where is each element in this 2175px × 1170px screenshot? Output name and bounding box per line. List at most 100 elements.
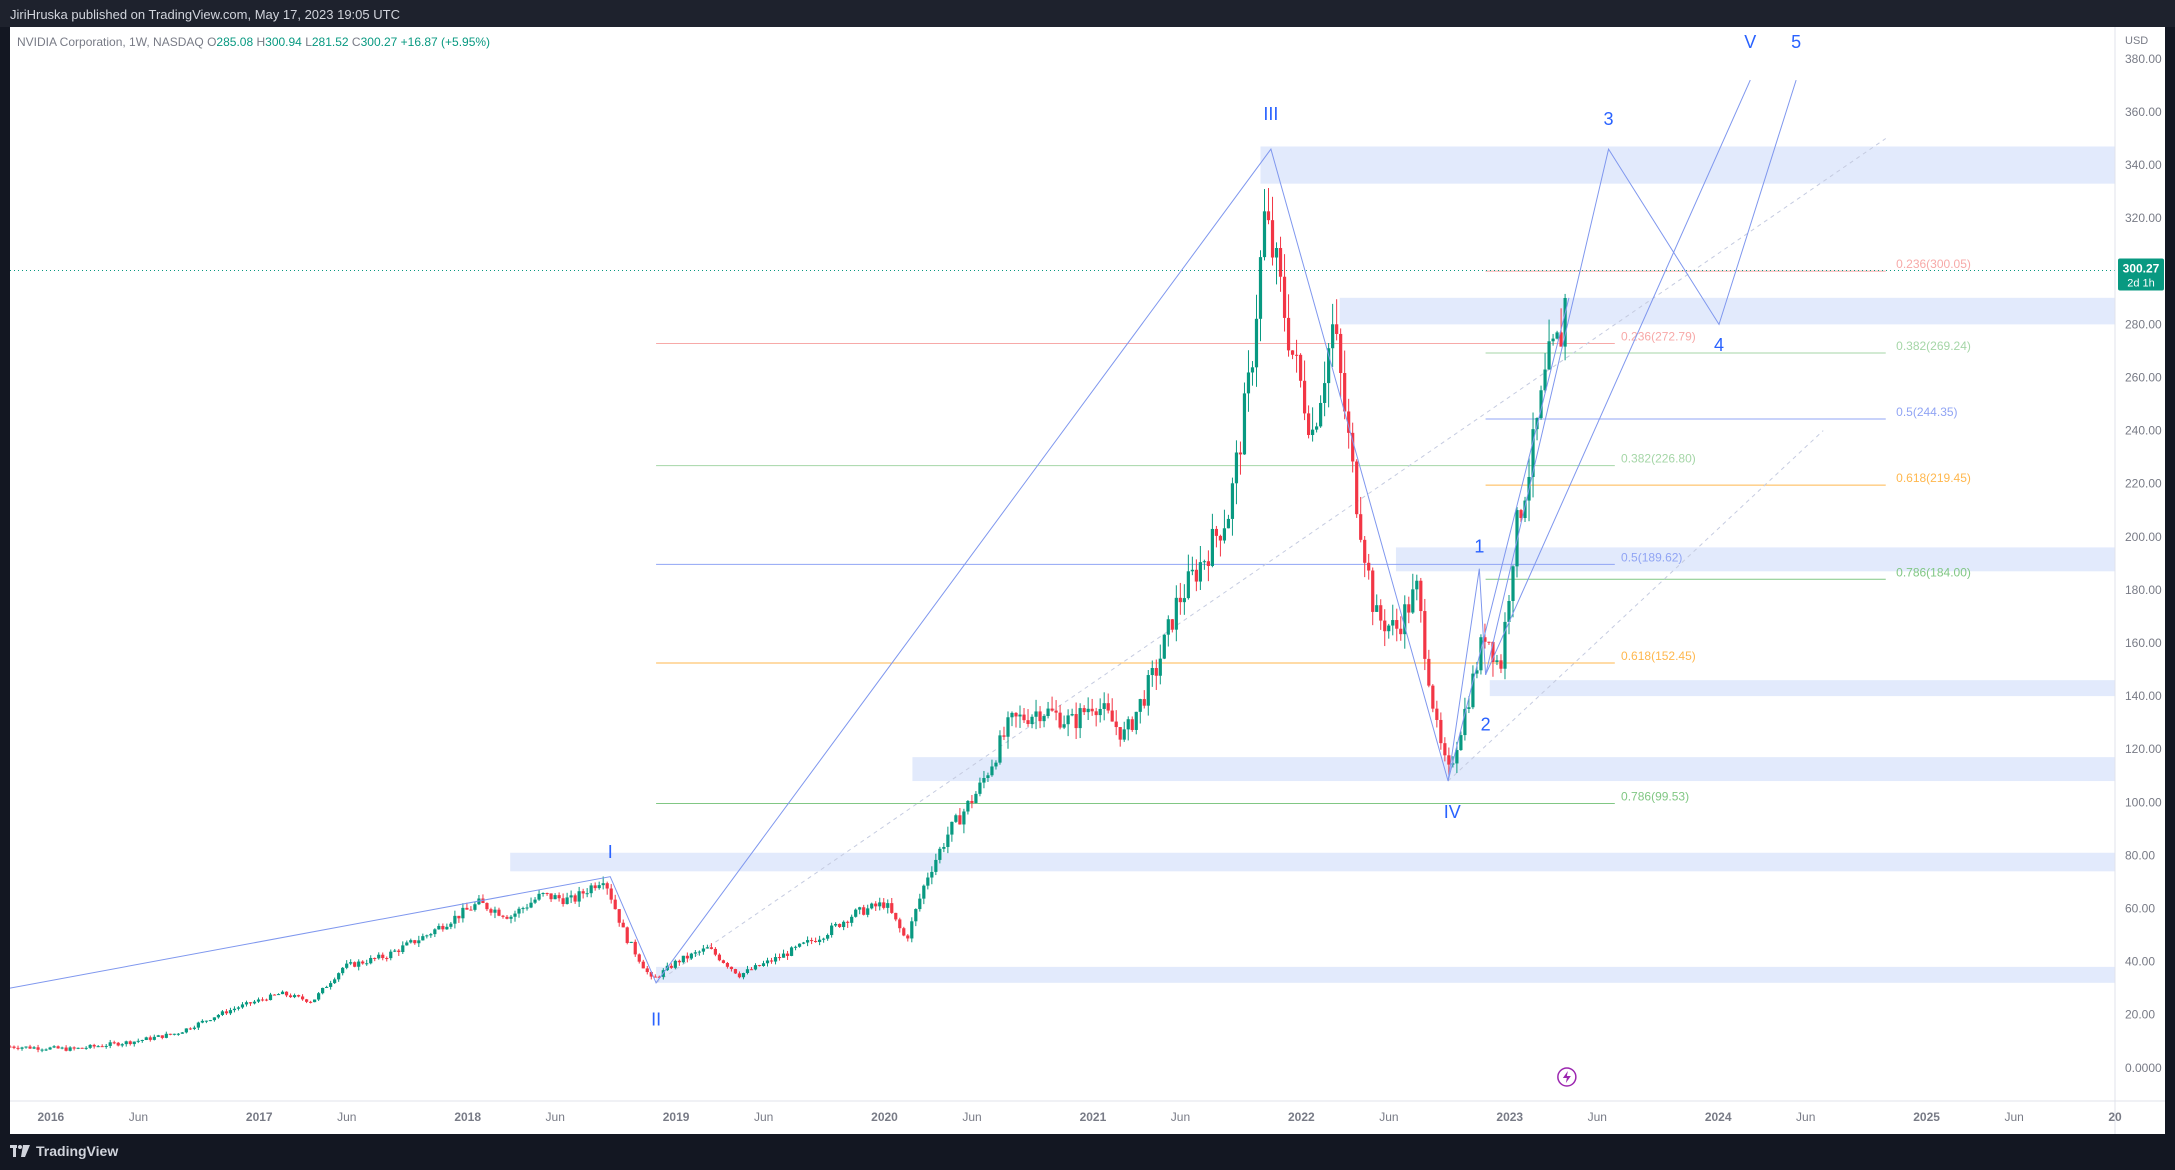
chart-area[interactable]: 0.236(272.79) 0.382(226.80) 0.5(189.62) 0.6… [10, 27, 2165, 1134]
candle-body [1455, 750, 1459, 764]
candle-body [104, 1045, 108, 1047]
time-tick-label: 2016 [37, 1110, 64, 1124]
support-resistance-zone [1339, 297, 2115, 325]
candle-body [72, 1047, 76, 1049]
candle-body [926, 877, 930, 886]
candle-body [629, 941, 633, 943]
time-tick-label: 2024 [1705, 1110, 1732, 1124]
candle-body [1471, 673, 1475, 708]
elliott-wave-line [1485, 79, 1751, 676]
candle-body [517, 908, 521, 914]
candle-body [581, 891, 585, 894]
candle-body [669, 965, 673, 968]
candle-body [1194, 569, 1198, 582]
candle-body [653, 976, 657, 978]
candle-body [513, 913, 517, 917]
time-tick-label: Jun [546, 1110, 565, 1124]
candle-body [393, 950, 397, 952]
candle-body [1427, 658, 1431, 686]
candle-body [425, 935, 429, 937]
candle-body [1274, 248, 1279, 258]
candle-body [321, 987, 325, 994]
candle-body [357, 961, 361, 967]
candle-body [1034, 711, 1038, 717]
candle-body [589, 885, 593, 894]
candle-body [1094, 711, 1098, 716]
candle-body [457, 915, 461, 919]
candle-body [910, 921, 914, 939]
candle-body [1158, 658, 1162, 676]
elliott-wave-line [10, 148, 1449, 989]
candle-body [677, 960, 681, 963]
candle-body [1467, 707, 1471, 709]
support-resistance-zone [1395, 547, 2115, 572]
candle-body [657, 976, 661, 978]
candle-body [870, 903, 874, 909]
tradingview-logo[interactable]: TradingView [10, 1143, 118, 1159]
candle-body [1331, 324, 1335, 349]
wave-label: II [651, 1009, 661, 1029]
candle-body [397, 950, 401, 953]
time-tick-label: Jun [337, 1110, 356, 1124]
candle-body [958, 815, 962, 825]
price-axis [2115, 27, 2165, 1134]
high-label: H [256, 35, 266, 49]
candle-body [473, 904, 477, 910]
candle-body [1403, 604, 1407, 635]
candle-body [1379, 605, 1383, 621]
candle-body [76, 1047, 80, 1049]
candle-body [148, 1037, 152, 1040]
candle-body [830, 925, 834, 936]
candle-body [1435, 708, 1439, 720]
price-chart-svg[interactable]: 0.236(272.79) 0.382(226.80) 0.5(189.62) 0.6… [10, 27, 2165, 1134]
candle-body [621, 922, 625, 928]
candle-body [28, 1046, 32, 1049]
candle-body [409, 940, 413, 943]
footer-bar [0, 1134, 2175, 1170]
candle-body [1266, 211, 1271, 221]
candle-body [545, 893, 549, 895]
candle-body [445, 926, 449, 930]
candle-body [152, 1036, 156, 1040]
candle-body [978, 782, 982, 794]
candle-body [228, 1010, 233, 1014]
candle-body [1102, 703, 1106, 709]
candle-body [172, 1033, 176, 1035]
candle-body [88, 1044, 92, 1048]
candle-body [1226, 518, 1231, 529]
candle-body [1138, 699, 1142, 712]
candle-body [529, 902, 533, 908]
candle-body [990, 766, 994, 776]
candle-body [92, 1044, 96, 1047]
candle-body [842, 921, 846, 928]
candle-body [605, 883, 609, 889]
candle-body [1395, 620, 1399, 629]
candle-body [1559, 332, 1563, 347]
candle-body [449, 923, 453, 927]
price-tick-label: 0.0000 [2125, 1061, 2162, 1075]
candle-body [1319, 402, 1323, 427]
candle-body [24, 1046, 28, 1048]
candle-body [1415, 580, 1419, 590]
candle-body [1555, 332, 1559, 339]
candle-body [1383, 620, 1387, 632]
candle-body [156, 1035, 160, 1037]
candle-body [557, 895, 561, 899]
publish-bar: JiriHruska published on TradingView.com,… [0, 0, 2175, 27]
candle-body [773, 957, 778, 962]
candle-body [641, 961, 645, 969]
candle-body [1038, 711, 1042, 722]
candle-body [1126, 719, 1130, 730]
candle-body [401, 945, 405, 953]
candle-body [966, 800, 970, 812]
candle-body [365, 963, 369, 965]
wave-label: 4 [1714, 335, 1724, 355]
wave-label: IV [1444, 802, 1461, 822]
candle-body [1315, 426, 1319, 430]
candle-body [489, 909, 493, 913]
candle-body [1086, 708, 1090, 713]
candle-body [886, 903, 890, 908]
candle-body [1146, 675, 1150, 706]
fib-label: 0.5(189.62) [1621, 550, 1682, 564]
candle-body [1503, 621, 1507, 669]
